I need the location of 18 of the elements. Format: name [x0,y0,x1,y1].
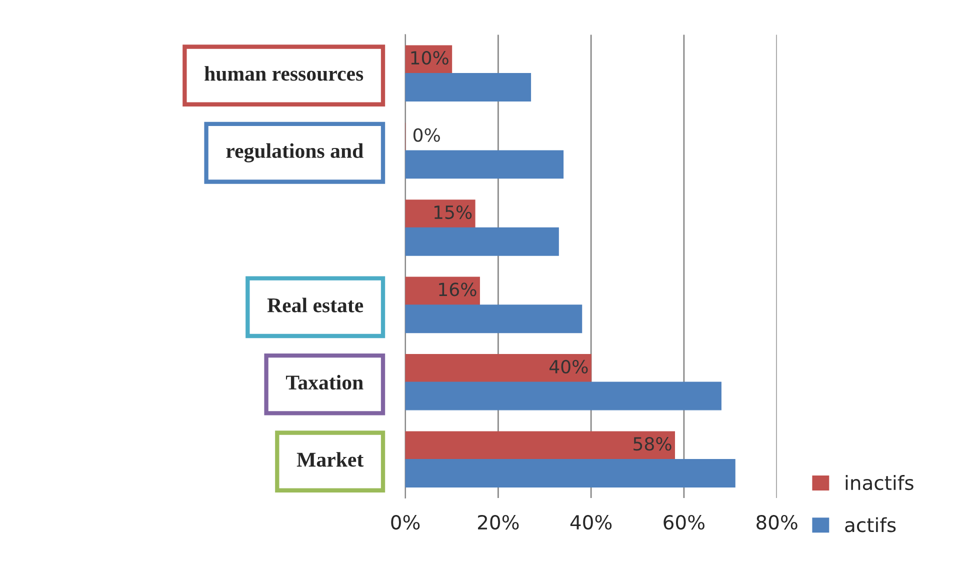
data-label: 16% [439,282,476,296]
x-tick-label: 60% [664,514,704,530]
x-tick-label: 0% [391,514,420,530]
data-label: 58% [634,437,672,451]
x-tick-label: 80% [756,514,798,530]
y-tick-label: Taxation [286,374,364,390]
y-tick-label: Real estate [267,298,364,312]
data-label: 0% [413,128,440,142]
y-tick-label: Market [296,452,364,467]
data-label: 10% [411,51,448,65]
y-tick-label: regulations and [226,143,364,162]
data-label: 15% [434,205,472,220]
y-tick-label: human ressources [204,66,364,81]
x-tick-label: 40% [570,514,612,530]
x-tick-label: 20% [478,514,519,530]
legend-label: inactifs [846,475,914,490]
legend-label: actifs [845,517,896,532]
data-label: 40% [549,360,588,374]
